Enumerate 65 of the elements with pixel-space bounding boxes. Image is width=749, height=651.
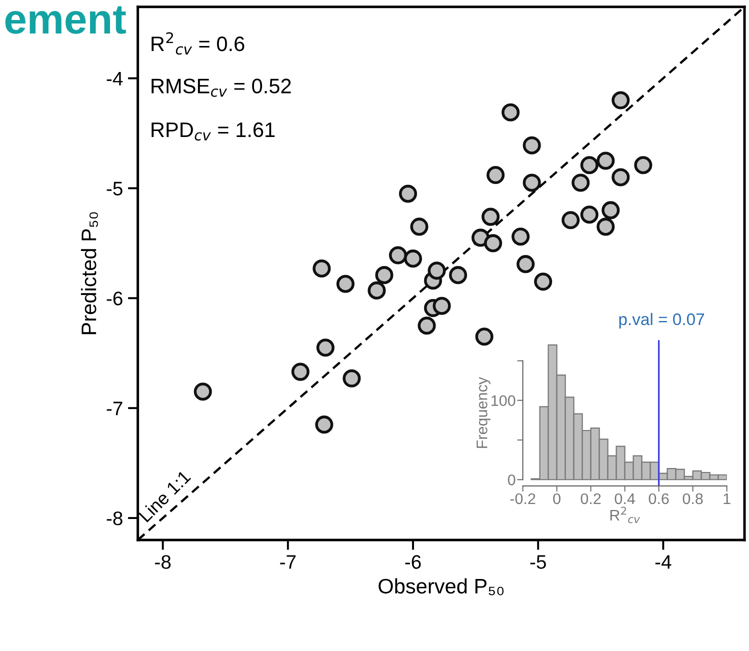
point — [562, 211, 580, 230]
x-tick-label: 1 — [724, 493, 730, 504]
point — [602, 201, 620, 220]
x-tick-label: -7 — [280, 555, 296, 569]
annotation: RMSE$_{cv}$ = 0.52 — [152, 78, 291, 97]
y-tick-label: -5 — [106, 182, 122, 196]
y-axis-title: Predicted P₅₀ — [80, 212, 98, 334]
y-tick-label: -7 — [106, 402, 122, 416]
point — [596, 152, 615, 170]
point — [404, 250, 422, 268]
point — [502, 103, 520, 122]
y-tick-label: 100 — [492, 395, 516, 406]
point — [512, 228, 530, 246]
point — [410, 218, 428, 236]
y-tick-label: -6 — [106, 292, 122, 306]
point — [486, 166, 505, 184]
point — [612, 91, 630, 110]
y-axis-title: Frequency — [476, 376, 490, 448]
point — [534, 272, 552, 291]
point — [482, 208, 500, 226]
x-tick-label: 0 — [553, 493, 560, 504]
point — [342, 369, 361, 388]
point — [612, 168, 630, 186]
annotation: R$^{2}$$_{cv}$ = 0.6 — [152, 32, 244, 55]
chart-title: ement — [5, 6, 126, 34]
point — [634, 156, 652, 174]
point — [432, 296, 451, 315]
point — [428, 262, 446, 280]
point — [368, 281, 386, 300]
x-axis-title: R$^{2}$$_{cv}$ — [610, 506, 640, 524]
x-axis-title: Observed P₅₀ — [378, 578, 504, 596]
point — [375, 266, 394, 284]
point — [522, 174, 541, 192]
annotation: RPD$_{cv}$ = 1.61 — [152, 122, 275, 141]
x-tick-label: -5 — [530, 555, 546, 569]
point — [449, 266, 468, 284]
x-tick-label: -4 — [655, 555, 672, 569]
point — [484, 234, 502, 252]
x-tick-label: 0.8 — [682, 493, 703, 504]
point — [516, 255, 535, 274]
point — [418, 316, 436, 335]
point — [316, 338, 334, 357]
annotation: p.val = 0.07 — [619, 312, 704, 328]
point — [596, 218, 615, 236]
point — [580, 206, 598, 224]
point — [398, 184, 418, 203]
point — [291, 362, 310, 381]
x-tick-label: -0.2 — [510, 493, 536, 504]
point — [336, 274, 354, 293]
point — [475, 328, 494, 346]
point — [580, 156, 598, 174]
point — [194, 382, 212, 401]
x-tick-label: 0.2 — [580, 493, 601, 504]
y-tick-label: -4 — [106, 72, 123, 86]
point — [315, 416, 334, 434]
point — [312, 259, 331, 278]
point — [388, 246, 408, 264]
x-tick-label: 0.4 — [614, 493, 635, 504]
point — [572, 174, 590, 192]
point — [522, 136, 541, 154]
x-tick-label: -6 — [405, 555, 421, 569]
text: Line 1:1 — [138, 469, 192, 523]
y-tick-label: -8 — [106, 511, 122, 526]
x-tick-label: 0.6 — [648, 493, 669, 504]
x-tick-label: -8 — [155, 555, 171, 569]
